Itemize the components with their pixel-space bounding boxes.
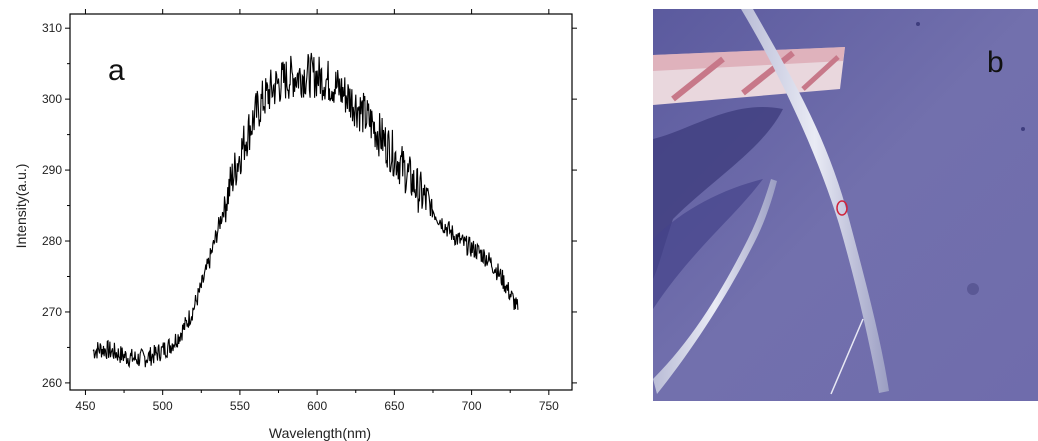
x-tick-label: 700 [462, 399, 482, 413]
optical-micrograph [653, 9, 1038, 401]
plot-frame [69, 13, 573, 391]
optical-micrograph-icon [653, 9, 1038, 401]
y-tick-label: 310 [42, 21, 62, 35]
y-tick-label: 290 [42, 163, 62, 177]
y-tick-label: 280 [42, 234, 62, 248]
x-tick-label: 650 [384, 399, 404, 413]
y-tick-label: 260 [42, 376, 62, 390]
x-tick-label: 750 [539, 399, 559, 413]
y-axis-label: Intensity(a.u.) [13, 164, 29, 249]
x-tick-label: 450 [75, 399, 95, 413]
series-line-0 [92, 52, 519, 369]
chart-panel-label: a [108, 54, 125, 87]
y-tick-label: 270 [42, 305, 62, 319]
x-tick-label: 500 [153, 399, 173, 413]
x-axis-label: Wavelength(nm) [269, 425, 371, 441]
plot-area: 450 500 550 600 650 700 750 260 270 280 290 300 310 [42, 9, 577, 413]
y-tick-label: 300 [42, 92, 62, 106]
intensity-chart: 450 500 550 600 650 700 750260270280290300310 … [13, 9, 577, 441]
x-tick-label: 550 [230, 399, 250, 413]
x-tick-label: 600 [307, 399, 327, 413]
photo-panel-label: b [987, 46, 1004, 79]
